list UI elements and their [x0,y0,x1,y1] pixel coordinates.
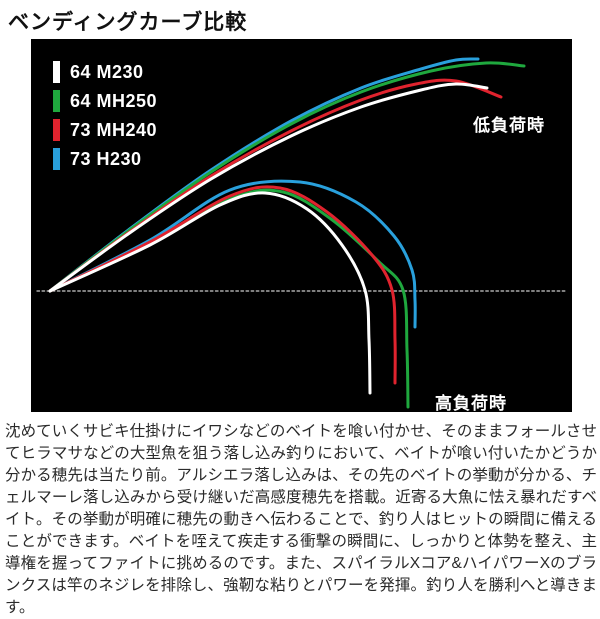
legend-label: 64 M230 [70,61,144,82]
legend-item: 73 MH240 [53,119,157,141]
legend-item: 73 H230 [53,148,157,170]
curve-high-load-73-mh240 [48,185,397,385]
bending-curves-svg [36,57,568,409]
high-load-label: 高負荷時 [435,394,507,412]
curve-low-load-64-m230 [48,82,489,293]
page-title: ベンディングカーブ比較 [8,11,248,34]
legend-label: 64 MH250 [70,90,158,111]
legend-color-swatch [53,61,60,83]
legend-item: 64 M230 [53,61,157,83]
legend-item: 64 MH250 [53,90,157,112]
legend: 64 M230 64 MH250 73 MH240 73 H230 [53,61,157,177]
curve-low-load-64-mh250 [48,61,526,293]
legend-color-swatch [53,90,60,112]
curve-high-load-64-mh250 [48,188,410,409]
bending-curve-chart: 64 M230 64 MH250 73 MH240 73 H230 低負荷時 高負荷時 [31,39,572,412]
curve-high-load-73-h230 [48,179,417,329]
product-description: 沈めていくサビキ仕掛けにイワシなどのベイトを喰い付かせ、そのままフォールさせてヒ… [5,423,597,616]
legend-color-swatch [53,148,60,170]
low-load-label: 低負荷時 [473,116,545,135]
legend-label: 73 MH240 [70,119,158,140]
legend-label: 73 H230 [70,148,142,169]
curve-high-load-64-m230 [48,191,372,395]
legend-color-swatch [53,119,60,141]
